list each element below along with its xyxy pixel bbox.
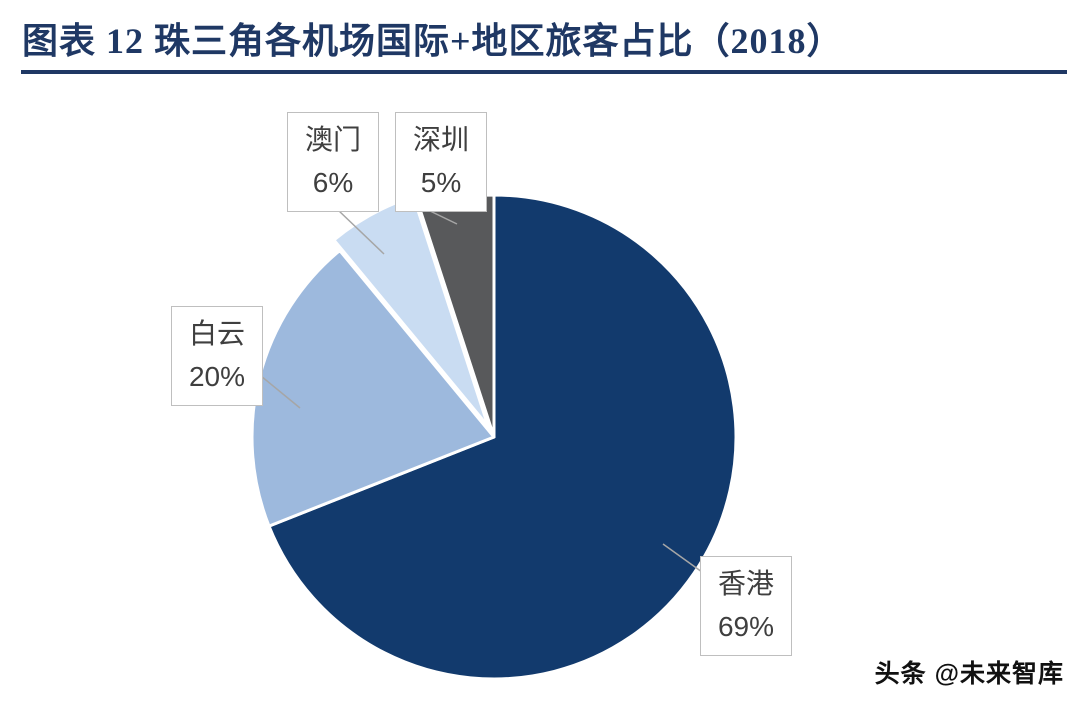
callout-hongkong-label: 香港 bbox=[717, 568, 774, 599]
callout-baiyun: 白云 20% bbox=[171, 306, 263, 406]
leader-line-shenzhen bbox=[427, 209, 458, 225]
callout-macau: 澳门 6% bbox=[287, 112, 379, 212]
title-divider bbox=[21, 70, 1067, 74]
watermark: 头条 @未来智库 bbox=[874, 660, 1064, 688]
callout-macau-label: 澳门 bbox=[304, 124, 361, 155]
leader-line-baiyun bbox=[260, 375, 301, 409]
callout-macau-value: 6% bbox=[312, 167, 354, 198]
figure-title: 图表 12 珠三角各机场国际+地区旅客占比（2018） bbox=[22, 21, 844, 61]
pie-slices-group bbox=[250, 193, 738, 681]
callout-hongkong: 香港 69% bbox=[700, 556, 792, 656]
pie-slice-hongkong bbox=[267, 193, 738, 681]
callout-shenzhen: 深圳 5% bbox=[395, 112, 487, 212]
leader-line-hongkong bbox=[662, 543, 703, 573]
callout-hongkong-value: 69% bbox=[717, 611, 775, 642]
callout-shenzhen-label: 深圳 bbox=[412, 124, 469, 155]
callout-baiyun-value: 20% bbox=[188, 361, 246, 392]
leader-lines-group bbox=[260, 209, 703, 573]
callout-baiyun-label: 白云 bbox=[188, 318, 245, 349]
callout-shenzhen-value: 5% bbox=[420, 167, 462, 198]
leader-line-macau bbox=[337, 209, 385, 255]
